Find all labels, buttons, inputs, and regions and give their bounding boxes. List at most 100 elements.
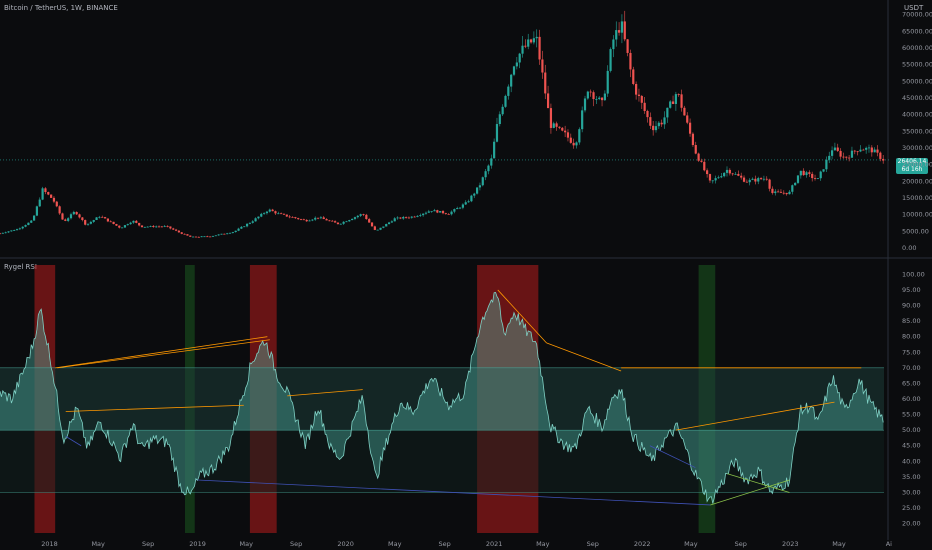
candle-body [92, 220, 95, 222]
candle-body [339, 223, 342, 225]
time-tick-label: 2021 [486, 540, 503, 548]
candle-body [617, 30, 621, 33]
candle-body [200, 236, 203, 238]
candle-body [538, 36, 541, 60]
candle-body [234, 230, 237, 233]
candle-body [598, 97, 601, 100]
candle-body [35, 206, 39, 216]
rsi-tick-label: 60.00 [902, 395, 921, 403]
divergence-line-bearish [65, 404, 244, 412]
candle-body [703, 161, 706, 171]
candle-body [299, 219, 303, 220]
time-tick-label: May [240, 540, 254, 548]
candle-body [660, 122, 663, 125]
candle-body [555, 123, 558, 127]
candle-body [478, 185, 482, 188]
candle-body [376, 229, 379, 231]
candle-body [606, 70, 609, 94]
candle-body [382, 226, 385, 228]
candle-body [666, 107, 669, 118]
candle-body [635, 83, 638, 95]
candle-body [640, 95, 643, 103]
candle-body [700, 160, 703, 162]
candle-body [72, 211, 75, 215]
candle-body [4, 232, 7, 234]
candle-body [55, 201, 58, 207]
candle-body [470, 195, 473, 202]
candle-body [757, 178, 760, 182]
candle-body [490, 158, 493, 166]
candle-body [859, 149, 862, 152]
candle-body [723, 172, 726, 177]
candle-body [527, 39, 530, 47]
candle-body [564, 130, 567, 133]
candle-body [504, 95, 507, 107]
candle-body [13, 230, 16, 231]
price-tick-label: 15000.00 [902, 194, 932, 202]
price-candles [0, 10, 885, 238]
price-tick-label: 25000.00 [902, 161, 932, 169]
price-tick-label: 20000.00 [902, 177, 932, 185]
symbol-title: Bitcoin / TetherUS, 1W, BINANCE [4, 4, 118, 12]
candle-body [387, 222, 391, 225]
candle-body [657, 122, 660, 127]
candle-body [589, 91, 592, 93]
candle-body [342, 221, 345, 224]
candle-body [359, 214, 362, 216]
candle-body [251, 221, 254, 223]
candle-body [572, 142, 575, 146]
candle-body [67, 218, 70, 221]
candle-body [422, 213, 425, 216]
candle-body [481, 177, 484, 186]
candle-body [268, 209, 271, 212]
candle-body [711, 180, 714, 182]
candle-body [518, 53, 521, 63]
candle-body [456, 208, 459, 210]
candle-body [674, 94, 677, 104]
candle-body [1, 232, 4, 234]
candle-body [794, 182, 797, 186]
candle-body [691, 133, 695, 146]
candle-body [725, 169, 729, 173]
candle-body [373, 226, 376, 230]
last-price-value: 26406.14 [897, 158, 927, 165]
candle-body [407, 217, 411, 219]
candle-body [211, 235, 215, 237]
divergence-line-bearish [287, 389, 363, 397]
candle-body [58, 206, 61, 214]
candle-body [402, 216, 405, 219]
candle-body [21, 226, 24, 229]
candle-body [334, 221, 337, 223]
candle-body [467, 201, 470, 203]
candle-body [663, 117, 666, 125]
candle-body [115, 224, 118, 226]
rsi-tick-label: 80.00 [902, 333, 921, 341]
candle-body [172, 228, 175, 230]
candle-body [396, 217, 399, 219]
candle-body [353, 217, 357, 219]
candle-body [103, 217, 107, 219]
candle-body [78, 214, 81, 218]
candle-body [410, 216, 413, 218]
candle-body [870, 147, 873, 153]
candle-body [768, 179, 771, 189]
candle-body [123, 225, 127, 228]
candle-body [677, 94, 680, 95]
candle-body [816, 178, 819, 180]
candle-body [41, 188, 44, 200]
rsi-tick-label: 55.00 [902, 411, 921, 419]
candle-body [419, 215, 422, 216]
candle-body [356, 215, 359, 218]
candle-body [532, 38, 535, 43]
candle-body [742, 177, 746, 182]
candle-body [169, 226, 172, 229]
candle-body [828, 155, 831, 160]
candle-body [98, 216, 101, 218]
candle-body [18, 228, 21, 230]
candle-body [669, 101, 672, 108]
candle-body [751, 178, 754, 180]
candle-body [81, 217, 84, 221]
price-tick-label: 60000.00 [902, 44, 932, 52]
candle-body [748, 179, 751, 183]
